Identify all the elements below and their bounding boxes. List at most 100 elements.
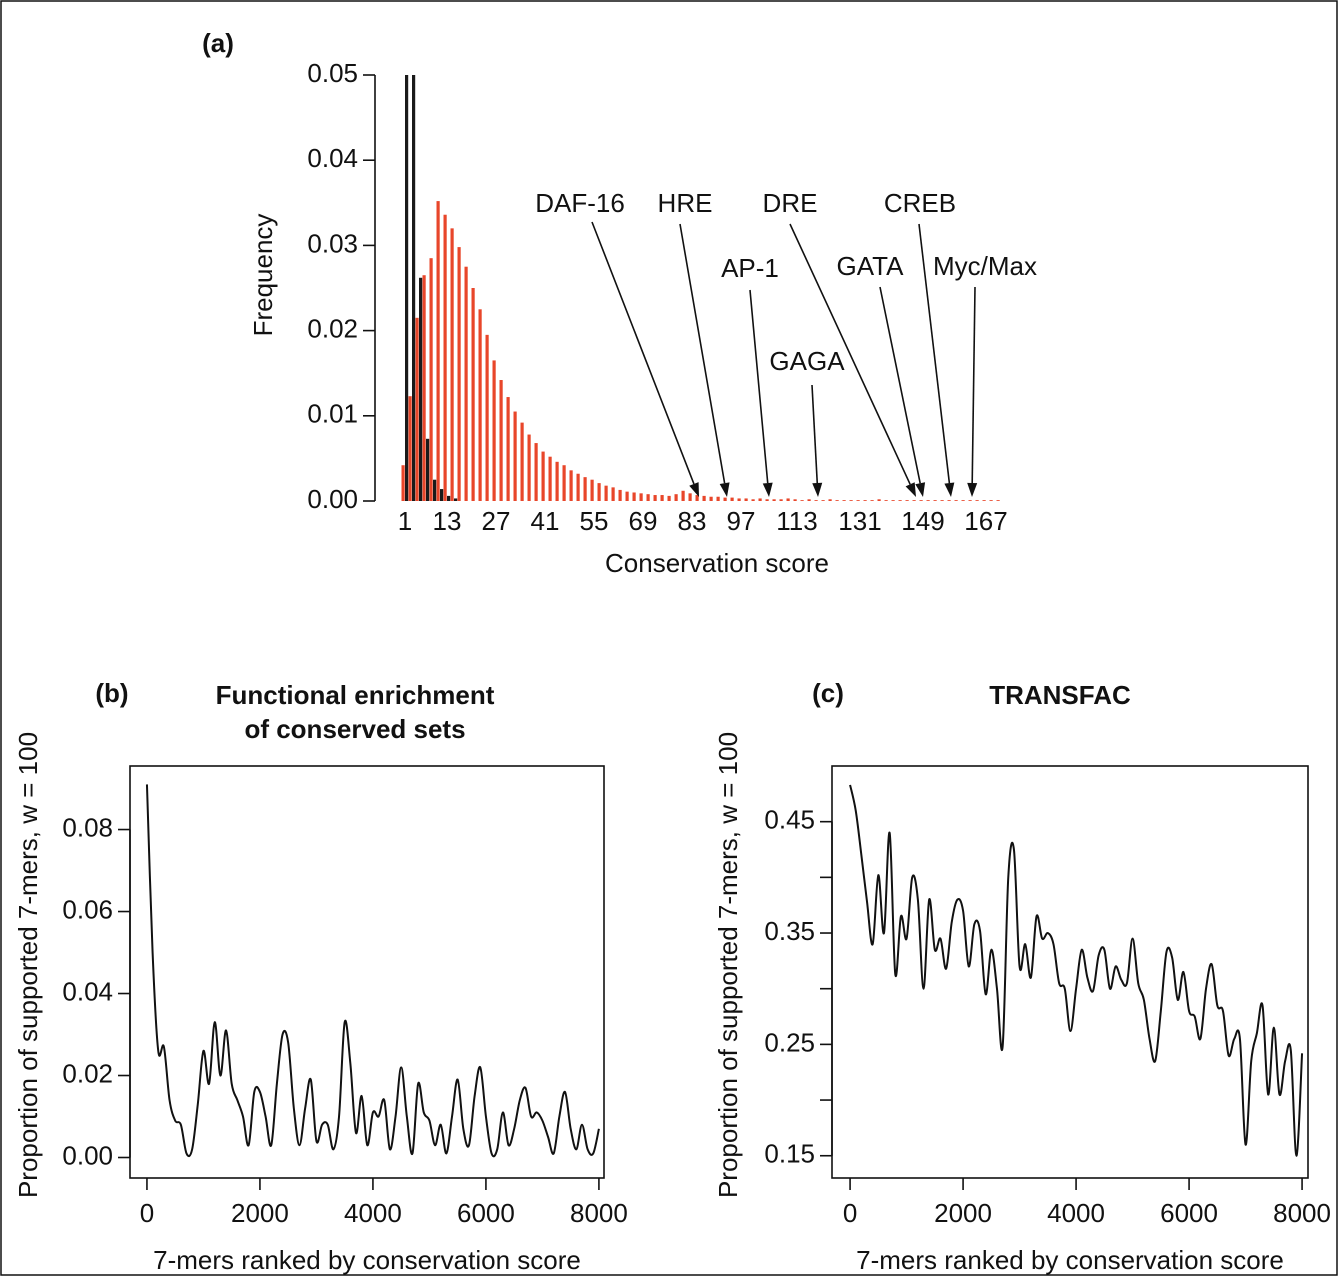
bar	[723, 497, 727, 501]
annotation-label: DAF-16	[535, 188, 625, 218]
bar	[737, 498, 741, 501]
annotation-arrowhead	[967, 482, 978, 497]
data-line	[145, 784, 600, 1158]
bar	[520, 422, 524, 501]
bar	[842, 500, 846, 501]
bar	[646, 494, 650, 501]
bar	[653, 495, 657, 501]
bar	[877, 499, 881, 501]
chart-title: Functional enrichment	[216, 680, 495, 710]
bar	[499, 380, 503, 501]
x-axis-label: 7-mers ranked by conservation score	[153, 1245, 581, 1275]
bar	[702, 495, 706, 501]
x-tick-label: 113	[776, 506, 817, 536]
y-axis-label: Proportion of supported 7-mers, w = 100	[713, 732, 743, 1198]
bar	[730, 497, 734, 501]
annotation-arrow	[971, 286, 976, 484]
bar	[947, 500, 951, 501]
bar	[807, 499, 811, 501]
bar	[709, 496, 713, 501]
bar	[870, 500, 874, 501]
annotation-arrow	[918, 223, 951, 484]
annotation-arrowhead	[944, 482, 955, 497]
x-tick-label: 6000	[457, 1198, 515, 1228]
annotation-arrowhead	[915, 482, 926, 497]
x-tick-label: 13	[433, 506, 462, 536]
bar	[485, 334, 489, 501]
y-tick-label: 0.06	[62, 894, 113, 924]
annotation-label: HRE	[658, 188, 713, 218]
annotation-arrowhead	[689, 482, 699, 497]
bar	[751, 499, 755, 501]
y-axis-label: Frequency	[248, 214, 278, 337]
plot-frame	[831, 765, 1309, 1179]
annotation-arrowhead	[905, 482, 916, 497]
bar	[884, 500, 888, 501]
bar	[660, 495, 664, 501]
bar	[548, 456, 552, 501]
x-tick-label: 8000	[1273, 1198, 1331, 1228]
x-tick-label: 4000	[344, 1198, 402, 1228]
bar	[835, 500, 839, 501]
x-tick-label: 27	[482, 506, 511, 536]
bar	[408, 396, 412, 501]
x-axis-label: Conservation score	[605, 548, 829, 578]
annotation-arrow	[749, 289, 769, 484]
y-tick-label: 0.25	[764, 1027, 815, 1057]
bar	[401, 465, 405, 501]
annotation-arrow	[789, 223, 911, 485]
x-tick-label: 69	[629, 506, 658, 536]
bar	[429, 258, 433, 501]
bar	[919, 500, 923, 501]
x-tick-label: 97	[727, 506, 756, 536]
bar	[443, 214, 447, 501]
y-tick-label: 0.04	[62, 976, 113, 1006]
panel-label: (a)	[202, 28, 234, 58]
bar	[779, 499, 783, 501]
y-tick-label: 0.00	[62, 1140, 113, 1170]
y-tick-label: 0.00	[307, 484, 358, 514]
bar	[933, 500, 937, 501]
x-tick-label: 1	[398, 506, 412, 536]
panel-label: (b)	[95, 678, 128, 708]
bar	[926, 500, 930, 501]
bar	[667, 495, 671, 501]
data-line	[849, 784, 1304, 1157]
bar	[912, 500, 916, 501]
chart-title: of conserved sets	[244, 714, 465, 744]
bar	[450, 228, 454, 502]
bar	[968, 500, 972, 501]
x-tick-label: 41	[531, 506, 560, 536]
y-tick-label: 0.35	[764, 916, 815, 946]
bar	[426, 438, 430, 501]
bar	[786, 498, 790, 501]
annotation-arrowhead	[719, 482, 730, 497]
bar	[513, 411, 517, 501]
bar	[744, 498, 748, 501]
bar	[436, 201, 440, 501]
x-tick-label: 167	[964, 506, 1007, 536]
panel-label: (c)	[812, 678, 844, 708]
bar	[618, 489, 622, 501]
x-axis-label: 7-mers ranked by conservation score	[856, 1245, 1284, 1275]
bar	[422, 275, 426, 501]
y-tick-label: 0.08	[62, 812, 113, 842]
bar	[590, 479, 594, 501]
bar	[440, 489, 444, 501]
annotation-arrow	[679, 223, 726, 484]
bar	[961, 500, 965, 501]
annotation-arrow	[879, 286, 921, 484]
bar	[905, 500, 909, 501]
chart-title: TRANSFAC	[989, 680, 1131, 710]
annotation-label: Myc/Max	[933, 251, 1037, 281]
y-axis-label: Proportion of supported 7-mers, w = 100	[13, 732, 43, 1198]
bar	[562, 465, 566, 501]
annotation-label: GATA	[837, 251, 905, 281]
y-tick-label: 0.01	[307, 399, 358, 429]
bar	[625, 491, 629, 501]
y-tick-label: 0.03	[307, 228, 358, 258]
x-tick-label: 0	[843, 1198, 857, 1228]
bar	[478, 309, 482, 501]
